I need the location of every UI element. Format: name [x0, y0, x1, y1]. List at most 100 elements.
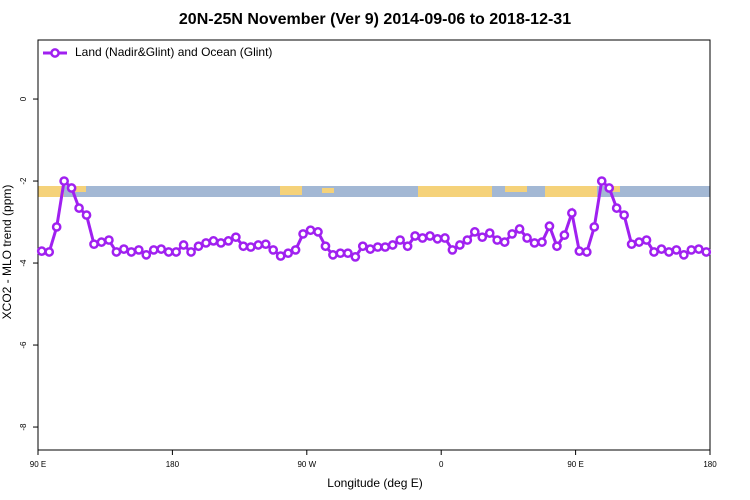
x-tick-label: 90 E	[30, 460, 46, 469]
data-point	[148, 245, 159, 255]
data-point	[111, 247, 122, 257]
data-point	[596, 176, 607, 186]
data-point	[417, 233, 428, 243]
data-point	[343, 248, 353, 259]
data-point	[559, 230, 570, 241]
data-point	[537, 237, 547, 247]
legend-label: Land (Nadir&Glint) and Ocean (Glint)	[75, 45, 272, 59]
y-tick-label: 0	[19, 96, 28, 101]
data-point	[514, 224, 525, 234]
data-point	[253, 240, 264, 250]
data-point	[223, 236, 234, 246]
data-point	[245, 242, 256, 252]
y-tick-label: -4	[19, 259, 28, 267]
data-point	[372, 242, 383, 252]
data-point	[671, 245, 682, 255]
data-point	[477, 232, 488, 243]
data-point	[552, 241, 562, 252]
data-point	[208, 236, 219, 246]
data-point	[357, 241, 368, 252]
legend-marker	[50, 48, 60, 58]
data-point	[664, 247, 674, 257]
data-point	[604, 183, 615, 193]
data-point	[365, 244, 376, 254]
data-point	[89, 239, 99, 250]
data-point	[395, 235, 405, 245]
data-point	[66, 183, 77, 193]
y-axis-label: XCO2 - MLO trend (ppm)	[0, 185, 14, 320]
data-point	[679, 249, 689, 260]
data-point	[440, 233, 450, 243]
data-point	[74, 203, 84, 213]
data-point	[581, 247, 592, 257]
x-axis-label: Longitude (deg E)	[327, 476, 422, 490]
data-point	[649, 247, 659, 257]
data-point	[201, 238, 211, 248]
data-point	[425, 231, 435, 241]
data-point	[193, 241, 204, 252]
data-point	[387, 240, 398, 250]
data-point	[238, 241, 249, 252]
x-tick-label: 0	[439, 460, 444, 469]
data-point	[81, 210, 92, 220]
y-tick-label: -2	[19, 177, 28, 185]
data-point	[634, 237, 644, 247]
data-point	[275, 251, 286, 261]
data-point	[216, 238, 226, 248]
data-point	[260, 239, 271, 250]
data-point	[544, 221, 555, 231]
data-point	[701, 247, 712, 257]
data-point	[455, 240, 465, 250]
plot-frame	[37, 39, 711, 451]
data-point	[492, 235, 503, 245]
data-point	[126, 247, 137, 257]
data-point	[231, 232, 241, 243]
y-tick-label: -6	[19, 341, 28, 349]
data-point	[522, 233, 532, 243]
data-point	[96, 237, 107, 247]
data-point	[335, 248, 346, 259]
data-point	[447, 245, 458, 255]
data-point	[163, 247, 174, 257]
chart-title: 20N-25N November (Ver 9) 2014-09-06 to 2…	[179, 11, 571, 28]
y-tick-label: -8	[19, 423, 28, 431]
data-point	[626, 239, 637, 250]
data-point	[171, 247, 181, 257]
data-point	[589, 222, 600, 232]
data-point	[507, 229, 517, 239]
data-point	[469, 227, 480, 237]
data-point	[44, 247, 55, 257]
x-tick-label: 180	[166, 460, 180, 469]
data-point	[402, 241, 413, 252]
data-point	[656, 244, 667, 254]
x-tick-label: 90 E	[567, 460, 583, 469]
data-point	[567, 208, 577, 218]
x-tick-label: 90 W	[297, 460, 316, 469]
data-point	[499, 237, 510, 247]
data-point	[529, 238, 540, 248]
data-point	[641, 235, 652, 245]
data-point	[178, 240, 189, 250]
data-point	[380, 242, 391, 252]
data-point	[462, 235, 473, 245]
data-point	[313, 227, 323, 237]
data-point	[693, 244, 704, 254]
data-point	[298, 229, 308, 239]
data-point	[305, 225, 316, 236]
data-point	[619, 210, 629, 220]
data-point	[104, 235, 114, 245]
data-point	[328, 249, 338, 260]
data-point	[484, 228, 495, 238]
data-point	[186, 247, 196, 257]
data-point	[611, 203, 622, 213]
x-tick-label: 180	[703, 460, 717, 469]
data-point	[51, 222, 62, 232]
data-point	[686, 245, 697, 255]
data-point	[36, 246, 47, 256]
data-point	[268, 245, 279, 255]
data-point	[290, 245, 301, 255]
data-point	[320, 241, 331, 252]
data-point	[141, 249, 152, 260]
data-point	[133, 245, 144, 255]
